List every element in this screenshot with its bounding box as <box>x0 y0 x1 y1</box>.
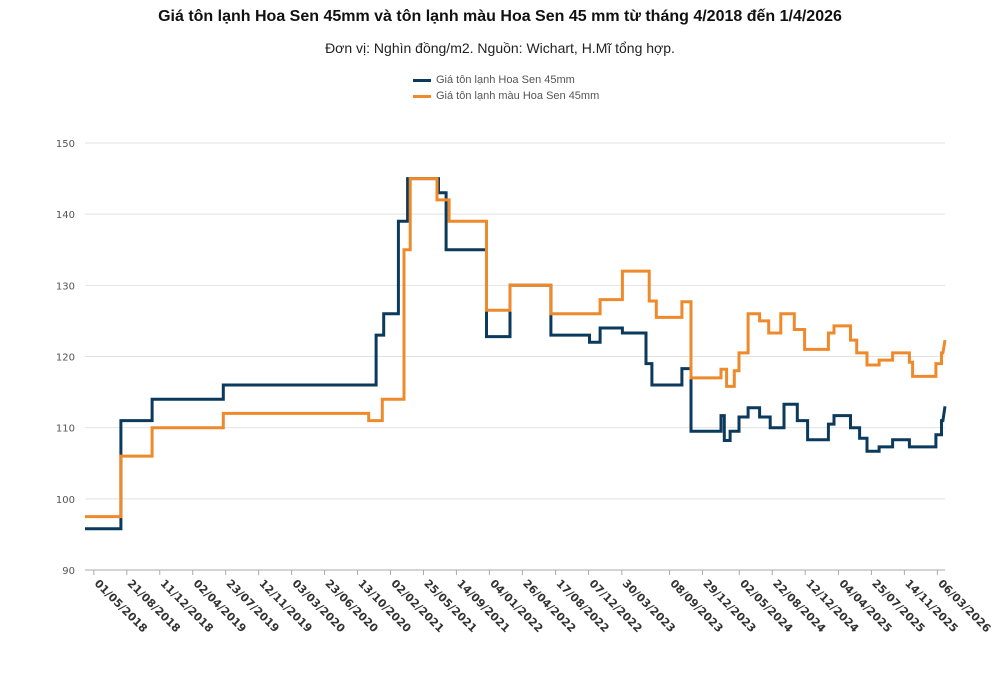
y-tick-label: 150 <box>56 139 75 150</box>
legend-label-series-1: Giá tôn lạnh Hoa Sen 45mm <box>436 74 575 86</box>
y-tick-label: 110 <box>56 424 75 435</box>
y-tick-label: 140 <box>56 210 75 221</box>
y-tick-label: 100 <box>56 495 75 506</box>
legend-label-series-2: Giá tôn lạnh màu Hoa Sen 45mm <box>436 90 600 102</box>
chart-subtitle: Đơn vị: Nghìn đồng/m2. Nguồn: Wichart, H… <box>325 40 675 56</box>
series-line-1 <box>85 177 947 531</box>
legend-item-series-2[interactable]: Giá tôn lạnh màu Hoa Sen 45mm <box>413 88 599 104</box>
legend-item-series-1[interactable]: Giá tôn lạnh Hoa Sen 45mm <box>413 72 599 88</box>
chart-title: Giá tôn lạnh Hoa Sen 45mm và tôn lạnh mà… <box>158 8 842 25</box>
y-tick-label: 120 <box>56 353 75 364</box>
y-tick-label: 90 <box>62 566 75 577</box>
legend: Giá tôn lạnh Hoa Sen 45mm Giá tôn lạnh m… <box>413 72 599 104</box>
y-tick-label: 130 <box>56 281 75 292</box>
series-line-2 <box>85 177 947 519</box>
legend-swatch-series-2 <box>413 94 431 98</box>
legend-swatch-series-1 <box>413 78 431 82</box>
